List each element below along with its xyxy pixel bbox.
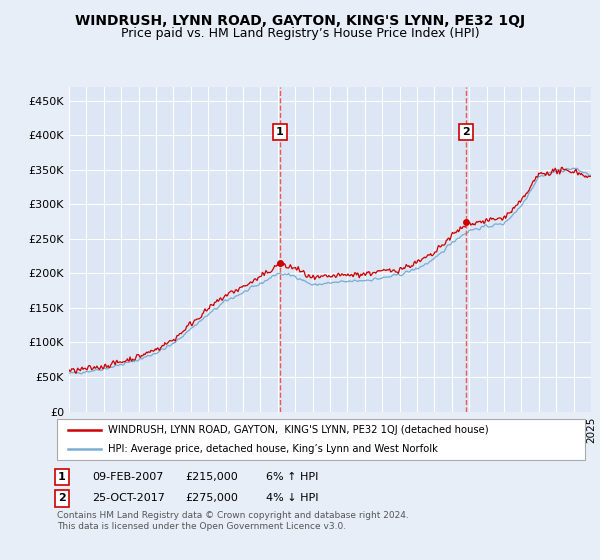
Text: £215,000: £215,000 — [185, 472, 238, 482]
Text: Contains HM Land Registry data © Crown copyright and database right 2024.: Contains HM Land Registry data © Crown c… — [57, 511, 409, 520]
Text: 2: 2 — [462, 127, 470, 137]
Text: 6% ↑ HPI: 6% ↑ HPI — [266, 472, 319, 482]
Text: WINDRUSH, LYNN ROAD, GAYTON,  KING'S LYNN, PE32 1QJ (detached house): WINDRUSH, LYNN ROAD, GAYTON, KING'S LYNN… — [108, 425, 488, 435]
Text: HPI: Average price, detached house, King’s Lynn and West Norfolk: HPI: Average price, detached house, King… — [108, 444, 438, 454]
Text: 4% ↓ HPI: 4% ↓ HPI — [266, 493, 319, 503]
Text: Price paid vs. HM Land Registry’s House Price Index (HPI): Price paid vs. HM Land Registry’s House … — [121, 27, 479, 40]
Text: 09-FEB-2007: 09-FEB-2007 — [92, 472, 164, 482]
Text: £275,000: £275,000 — [185, 493, 238, 503]
Text: WINDRUSH, LYNN ROAD, GAYTON, KING'S LYNN, PE32 1QJ: WINDRUSH, LYNN ROAD, GAYTON, KING'S LYNN… — [75, 14, 525, 28]
Text: 2: 2 — [58, 493, 65, 503]
Text: 1: 1 — [58, 472, 65, 482]
Text: 1: 1 — [276, 127, 284, 137]
Text: This data is licensed under the Open Government Licence v3.0.: This data is licensed under the Open Gov… — [57, 522, 346, 531]
Text: 25-OCT-2017: 25-OCT-2017 — [92, 493, 165, 503]
